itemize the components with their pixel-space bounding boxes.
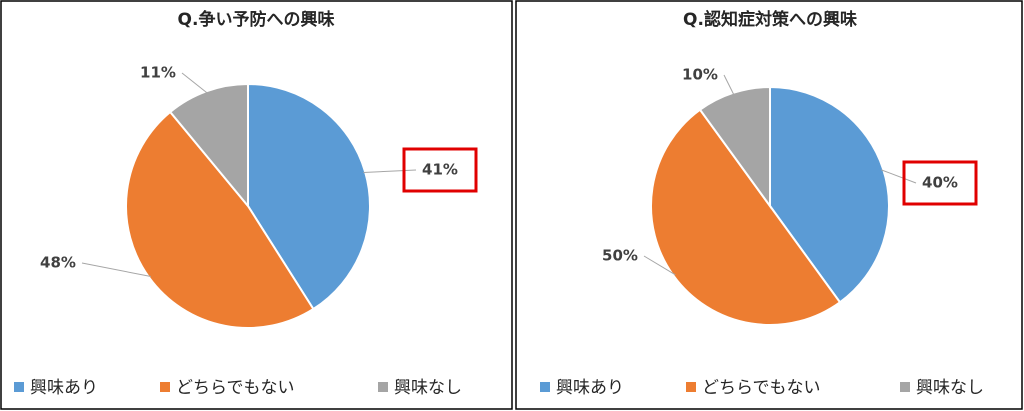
leader-line <box>643 255 676 276</box>
legend-label: 興味あり <box>30 378 98 398</box>
legend-label: 興味あり <box>556 378 624 398</box>
highlight-box <box>902 160 978 206</box>
data-label: 40% <box>922 174 958 192</box>
pie-slice <box>125 110 315 329</box>
data-label: 50% <box>602 247 638 265</box>
legend-swatch <box>378 382 388 392</box>
legend-swatch <box>540 382 550 392</box>
leader-line <box>723 74 735 95</box>
data-label: 41% <box>422 161 458 179</box>
data-label: 11% <box>140 64 176 82</box>
legend-label: 興味なし <box>394 378 462 398</box>
legend-label: 興味なし <box>916 378 984 398</box>
leader-line <box>881 169 917 184</box>
leader-line <box>81 262 152 278</box>
chart-title: Q.認知症対策への興味 <box>683 9 857 30</box>
data-label: 10% <box>682 66 718 84</box>
legend-swatch <box>14 382 24 392</box>
legend-label: どちらでもない <box>702 378 821 398</box>
legend-swatch <box>160 382 170 392</box>
legend-label: どちらでもない <box>176 378 295 398</box>
pie-slice <box>168 82 249 209</box>
chart-title: Q.争い予防への興味 <box>178 9 335 30</box>
panel-border <box>0 0 513 410</box>
pie-slice <box>650 108 842 326</box>
leader-line <box>363 169 417 174</box>
highlight-box <box>402 147 478 193</box>
legend-swatch <box>900 382 910 392</box>
legend-swatch <box>686 382 696 392</box>
pie-slice <box>769 85 890 304</box>
data-label: 48% <box>40 254 76 272</box>
panel-border <box>515 0 1023 410</box>
leader-line <box>181 72 208 94</box>
